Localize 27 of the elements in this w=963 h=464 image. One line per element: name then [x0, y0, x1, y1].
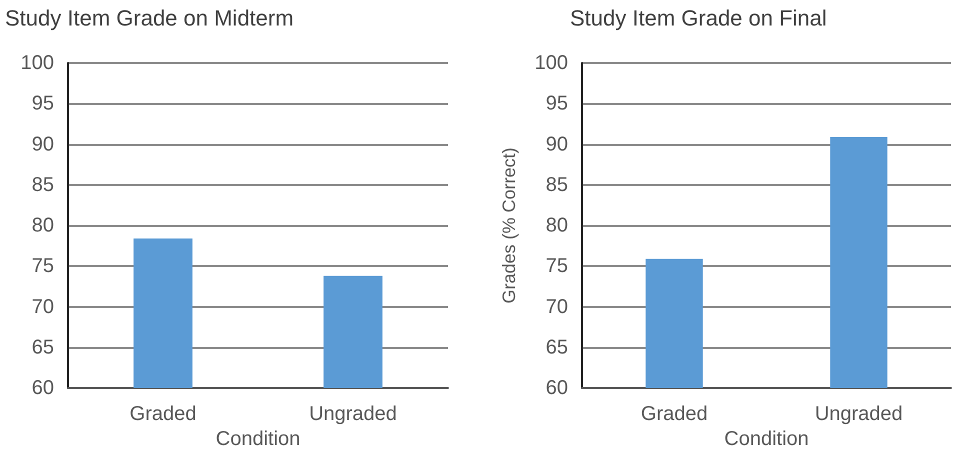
y-tick-label: 80 — [546, 214, 568, 236]
y-tick-label: 85 — [546, 174, 568, 196]
chart-title: Study Item Grade on Midterm — [5, 6, 294, 30]
y-tick-label: 90 — [32, 133, 54, 156]
y-tick-label: 60 — [32, 377, 54, 399]
x-tick-label: Graded — [130, 403, 196, 425]
y-tick-label: 75 — [546, 255, 568, 278]
y-tick-label: 70 — [32, 296, 54, 318]
y-tick-label: 100 — [20, 52, 54, 74]
y-tick-label: 95 — [32, 92, 54, 115]
y-tick-label: 65 — [546, 336, 568, 358]
y-tick-label: 90 — [546, 133, 568, 156]
y-axis-title: Grades (% Correct) — [499, 147, 519, 304]
x-tick-label: Ungraded — [814, 403, 903, 425]
x-axis-title: Condition — [216, 428, 300, 450]
y-tick-label: 85 — [32, 174, 54, 196]
chart-title: Study Item Grade on Final — [570, 6, 827, 30]
y-tick-label: 95 — [546, 92, 568, 115]
y-tick-label: 80 — [32, 214, 54, 236]
x-axis-title: Condition — [724, 428, 809, 450]
y-tick-label: 65 — [32, 336, 54, 358]
y-tick-label: 60 — [546, 377, 568, 399]
y-tick-label: 70 — [546, 296, 568, 318]
x-tick-label: Ungraded — [309, 403, 397, 425]
x-tick-label: Graded — [640, 403, 708, 425]
y-tick-label: 75 — [32, 255, 54, 278]
y-tick-label: 100 — [534, 52, 568, 74]
